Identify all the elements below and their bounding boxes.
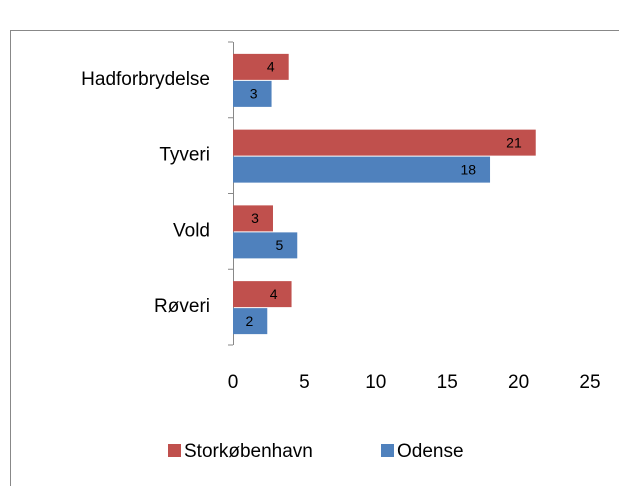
data-label: 4 xyxy=(270,286,278,302)
x-tick-label: 20 xyxy=(508,372,529,393)
data-label: 21 xyxy=(506,134,522,150)
bar xyxy=(233,205,273,232)
data-label: 2 xyxy=(245,313,253,329)
bar xyxy=(233,129,536,156)
x-tick-label: 10 xyxy=(365,372,386,393)
y-tick-label: Hadforbrydelse xyxy=(81,69,210,90)
y-tick-label: Vold xyxy=(173,220,210,241)
y-tick-label: Røveri xyxy=(154,296,210,317)
data-label: 3 xyxy=(251,210,259,226)
bar xyxy=(233,156,491,183)
x-tick-label: 5 xyxy=(299,372,310,393)
legend-label: Storkøbenhavn xyxy=(184,441,313,462)
bar xyxy=(233,308,268,335)
y-tick-label: Tyveri xyxy=(159,145,210,166)
bar xyxy=(233,53,289,80)
bar xyxy=(233,281,292,308)
bar xyxy=(233,232,298,259)
legend-swatch xyxy=(168,444,181,457)
data-label: 18 xyxy=(460,161,476,177)
legend-swatch xyxy=(381,444,394,457)
x-tick-label: 25 xyxy=(579,372,600,393)
x-tick-label: 15 xyxy=(437,372,458,393)
data-label: 4 xyxy=(267,59,275,75)
x-tick-label: 0 xyxy=(228,372,239,393)
data-label: 3 xyxy=(250,86,258,102)
bar xyxy=(233,80,272,107)
legend-label: Odense xyxy=(397,441,464,462)
data-label: 5 xyxy=(275,237,283,253)
